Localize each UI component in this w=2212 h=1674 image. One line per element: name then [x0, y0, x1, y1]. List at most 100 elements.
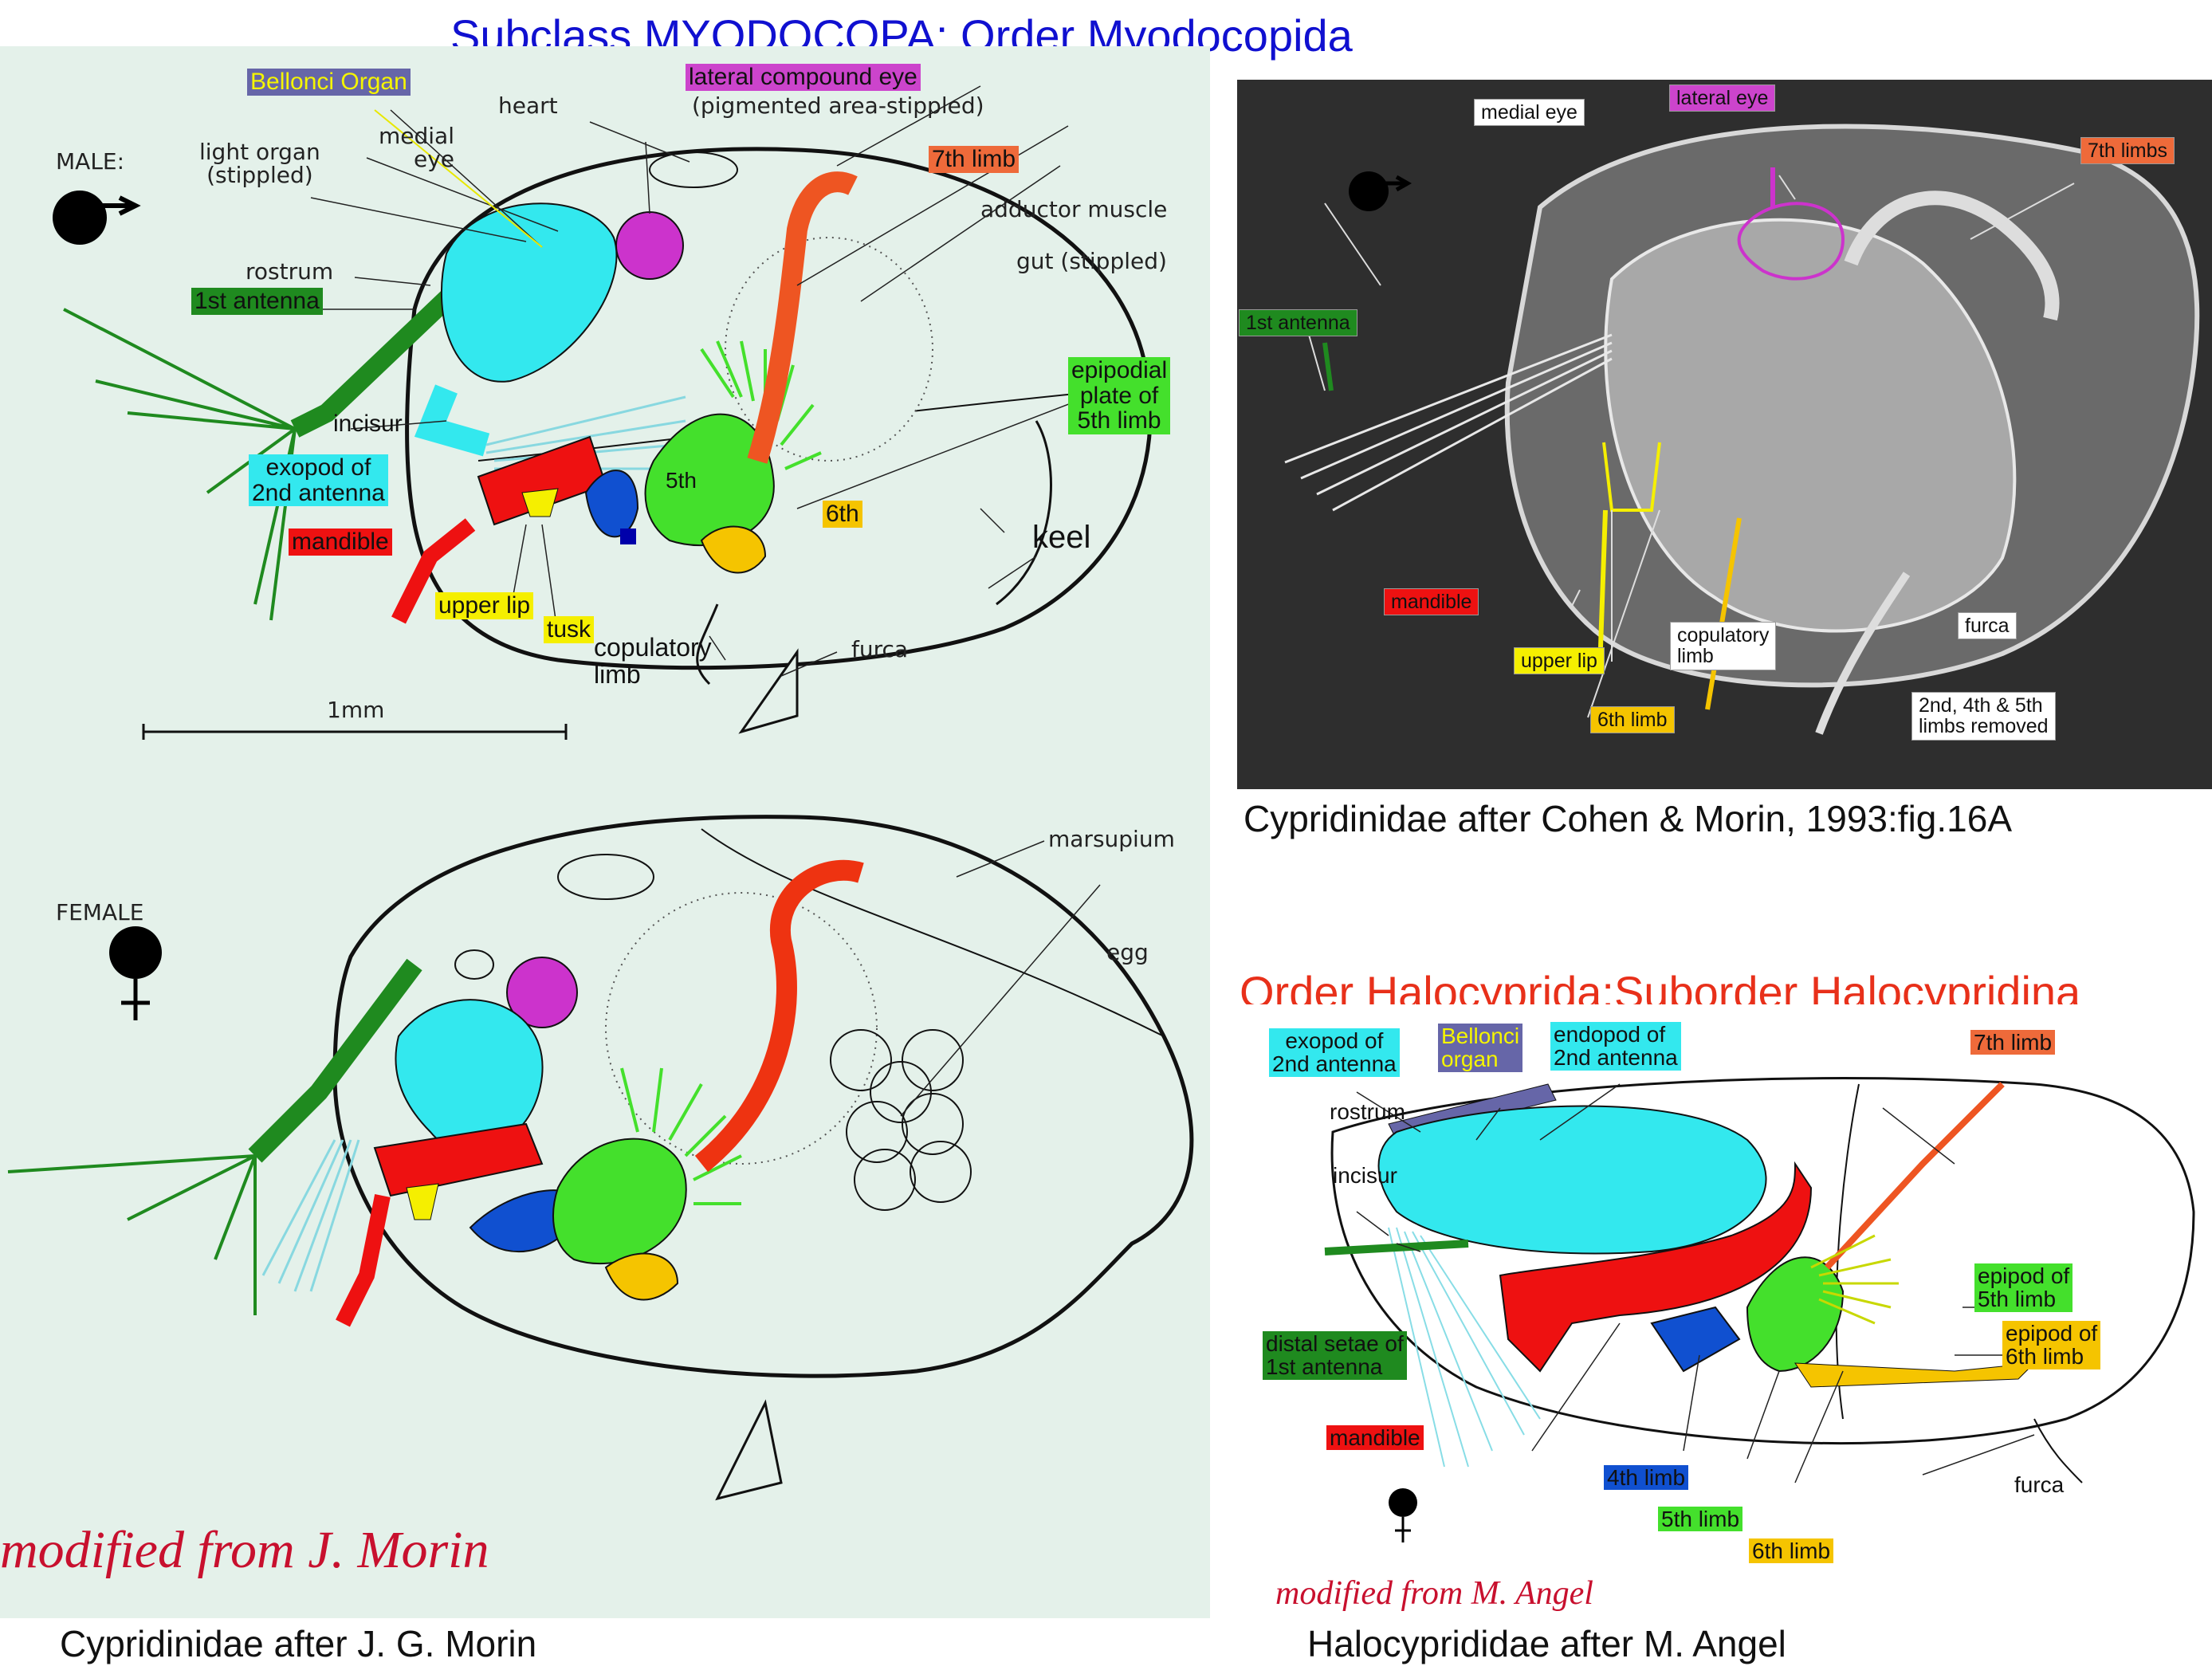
caption-morin: Cypridinidae after J. G. Morin [60, 1623, 537, 1664]
male-bellonci-leader [374, 109, 543, 248]
halo-label-mandible: mandible [1326, 1425, 1424, 1451]
halo-carapace [1330, 1077, 2195, 1445]
halo-label-furca: furca [2014, 1472, 2065, 1497]
male-label-first-antenna: 1st antenna [191, 288, 323, 315]
female-furca [715, 1399, 783, 1501]
male-exopod-2nd-antenna [440, 202, 618, 383]
halo-first-antenna [1324, 1240, 1469, 1256]
male-seventh-limb [747, 171, 858, 464]
halo-sixth-limb [1794, 1362, 2036, 1388]
sem-orange-leader [1705, 517, 1742, 710]
male-heart [649, 151, 738, 188]
male-label-furca: furca [851, 636, 909, 662]
halo-fifth-limb [1746, 1256, 1845, 1373]
sem-male-symbol-icon [1349, 171, 1389, 211]
male-epipodial-setae [700, 340, 822, 470]
sem-ostracod-photo [1237, 80, 2212, 789]
male-sixth-limb [700, 525, 767, 574]
male-label-pigmented: (pigmented area-stippled) [692, 92, 984, 119]
male-symbol-icon [53, 191, 107, 245]
halo-female-symbol-icon [1389, 1488, 1417, 1517]
male-fifth-limb [644, 413, 775, 547]
halo-furca [2033, 1418, 2083, 1483]
male-label-seventh-limb: 7th limb [929, 146, 1020, 173]
male-label-scale: 1mm [327, 697, 385, 723]
halo-ostracod-drawing [1324, 1077, 2195, 1542]
male-label-rostrum: rostrum [246, 258, 334, 285]
sem-seventh-limb [1844, 191, 2060, 321]
halo-label-sixth-limb: 6th limb [1749, 1538, 1834, 1564]
male-label-epipodial: epipodial plate of 5th limb [1068, 357, 1171, 434]
male-leader-lines [310, 85, 1109, 677]
sem-yellow-leader [1597, 509, 1608, 670]
halo-label-exopod: exopod of 2nd antenna [1269, 1028, 1400, 1077]
male-label-exopod: exopod of 2nd antenna [249, 454, 388, 506]
male-label-keel: keel [1032, 520, 1091, 555]
sem-label-sixth-limb: 6th limb [1590, 706, 1675, 734]
male-upper-lip [521, 488, 559, 517]
male-exopod-stalk [414, 384, 490, 457]
halo-label-seventh-limb: 7th limb [1970, 1030, 2056, 1055]
halo-label-epipod6: epipod of 6th limb [2002, 1321, 2101, 1369]
halo-label-endopod: endopod of 2nd antenna [1550, 1022, 1681, 1071]
sem-upper-lip-outline [1602, 442, 1661, 512]
female-fifth-limb [552, 1138, 687, 1265]
female-lateral-eye [506, 957, 578, 1028]
sem-label-medial-eye: medial eye [1474, 99, 1585, 127]
male-label-lateral-eye: lateral compound eye [686, 64, 921, 91]
female-mandible [373, 1122, 544, 1197]
halo-label-fourth-limb: 4th limb [1604, 1465, 1689, 1491]
halo-distal-setae [1388, 1227, 1541, 1468]
male-label-fifth: 5th [666, 468, 697, 493]
halo-exopod [1377, 1105, 1767, 1255]
male-sex-label: MALE: [56, 148, 125, 175]
sem-label-first-antenna: 1st antenna [1239, 309, 1357, 337]
female-exopod-setae [261, 1139, 360, 1292]
female-gut-stipple [605, 892, 878, 1165]
female-diagram-panel: FEMALE marsupium egg modified from J. Mo… [0, 797, 1210, 1618]
sem-lateral-eye-outline [1737, 202, 1845, 281]
female-heart [557, 854, 654, 900]
male-label-adductor: adductor muscle [980, 196, 1168, 222]
male-exopod-setae [485, 395, 686, 470]
male-label-mandible: mandible [289, 529, 392, 556]
sem-label-seventh-limbs: 7th limbs [2080, 137, 2175, 165]
female-sex-label: FEMALE [56, 899, 144, 925]
halo-mandible [1499, 1161, 1813, 1373]
halo-epipod-setae [1810, 1234, 1899, 1325]
female-upper-lip [406, 1183, 439, 1220]
caption-angel: Halocyprididae after M. Angel [1307, 1623, 1786, 1664]
male-label-light-organ: light organ (stippled) [199, 139, 320, 189]
male-mandible-leg [391, 518, 476, 624]
male-fourth-limb [584, 470, 639, 538]
sem-body [1604, 218, 2017, 633]
male-furca [738, 648, 799, 734]
male-copulatory-limb [696, 603, 719, 686]
male-keel-line [996, 420, 1052, 606]
halo-credit: modified from M. Angel [1275, 1575, 1593, 1612]
halo-label-incisur: incisur [1333, 1163, 1397, 1188]
male-ostracod-drawing [53, 85, 1153, 740]
sem-leaders [1308, 175, 2075, 718]
male-label-upper-lip: upper lip [435, 592, 534, 619]
halo-label-distal-setae: distal setae of 1st antenna [1263, 1331, 1407, 1380]
sem-label-furca: furca [1958, 612, 2017, 640]
female-epipod-setae [620, 1067, 742, 1205]
female-seventh-limb [694, 859, 864, 1173]
sem-label-upper-lip: upper lip [1514, 647, 1605, 675]
halo-label-fifth-limb: 5th limb [1658, 1507, 1743, 1532]
sem-photo-panel: medial eye lateral eye 7th limbs 1st ant… [1237, 80, 2212, 789]
sem-furca [1815, 572, 1911, 735]
halo-diagram-panel: exopod of 2nd antenna Bellonci organ end… [1237, 1004, 2212, 1578]
halo-seventh-limb [1825, 1082, 2005, 1270]
male-lateral-eye [615, 211, 684, 280]
male-label-tusk: tusk [544, 616, 595, 643]
female-ostracod-drawing [7, 815, 1194, 1501]
female-eggs [830, 1029, 972, 1211]
male-blue-marker [620, 529, 636, 544]
male-label-bellonci: Bellonci Organ [247, 69, 411, 96]
male-label-medial-eye: medial eye [379, 123, 454, 173]
female-credit: modified from J. Morin [0, 1521, 489, 1579]
male-label-incisur: incisur [333, 411, 403, 437]
male-label-gut: gut (stippled) [1016, 248, 1167, 274]
